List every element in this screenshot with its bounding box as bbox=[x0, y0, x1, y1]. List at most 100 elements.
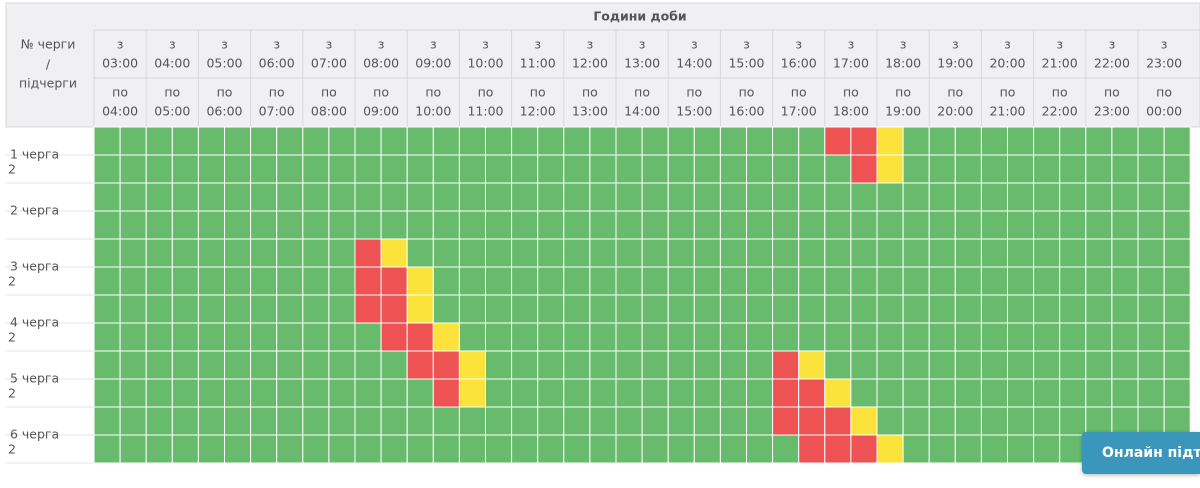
slot-cell bbox=[458, 294, 486, 324]
from-prefix: з bbox=[900, 37, 907, 52]
slot-cell bbox=[250, 294, 278, 324]
slot-cell bbox=[719, 182, 748, 212]
queue-label: 3 черга bbox=[10, 259, 59, 274]
slot-cell bbox=[954, 210, 982, 240]
from-time: 15:00 bbox=[728, 56, 764, 71]
from-time: 09:00 bbox=[415, 56, 451, 71]
slot-cell bbox=[667, 126, 695, 156]
slot-cell bbox=[1111, 238, 1139, 268]
to-time: 22:00 bbox=[1042, 104, 1078, 119]
slot-cell bbox=[1059, 322, 1087, 352]
slot-cell bbox=[432, 322, 460, 352]
slot-cell bbox=[1007, 266, 1035, 296]
slot-cell bbox=[328, 210, 356, 240]
slot-cell bbox=[197, 350, 225, 380]
slot-cell bbox=[980, 378, 1009, 408]
slot-cell bbox=[119, 434, 147, 464]
slot-cell bbox=[485, 322, 513, 352]
subqueue-label: 2 bbox=[8, 330, 16, 345]
slot-cell bbox=[563, 210, 591, 240]
slot-cell bbox=[667, 266, 695, 296]
slot-cell bbox=[954, 294, 982, 324]
from-prefix: з bbox=[587, 37, 594, 52]
slot-cell bbox=[850, 406, 878, 436]
slot-cell bbox=[250, 126, 278, 156]
slot-cell bbox=[824, 294, 852, 324]
slot-cell bbox=[902, 266, 930, 296]
from-time: 18:00 bbox=[885, 56, 921, 71]
slot-cell bbox=[145, 378, 173, 408]
slot-cell bbox=[954, 238, 982, 268]
slot-cell bbox=[980, 266, 1009, 296]
slot-cell bbox=[145, 154, 173, 184]
slot-cell bbox=[197, 210, 225, 240]
to-prefix: по bbox=[843, 85, 859, 100]
slot-cell bbox=[93, 350, 121, 380]
slot-cell bbox=[119, 210, 147, 240]
to-prefix: по bbox=[947, 85, 963, 100]
slot-cell bbox=[615, 378, 643, 408]
slot-cell bbox=[93, 266, 121, 296]
slot-cell bbox=[746, 294, 774, 324]
slot-cell bbox=[1007, 378, 1035, 408]
slot-cell bbox=[276, 126, 304, 156]
slot-cell bbox=[824, 266, 852, 296]
slot-cell bbox=[563, 378, 591, 408]
slot-cell bbox=[432, 182, 460, 212]
slot-cell bbox=[537, 238, 565, 268]
slot-cell bbox=[276, 350, 304, 380]
slot-cell bbox=[250, 322, 278, 352]
slot-cell bbox=[928, 434, 956, 464]
slot-cell bbox=[328, 126, 356, 156]
slot-cell bbox=[928, 126, 956, 156]
slot-cell bbox=[432, 210, 460, 240]
slot-cell bbox=[693, 350, 721, 380]
slot-cell bbox=[511, 238, 539, 268]
from-time: 05:00 bbox=[206, 56, 242, 71]
to-prefix: по bbox=[582, 85, 598, 100]
slot-cell bbox=[432, 126, 460, 156]
slot-cell bbox=[224, 294, 252, 324]
slot-cell bbox=[93, 406, 121, 436]
to-time: 10:00 bbox=[415, 104, 451, 119]
slot-cell bbox=[824, 126, 852, 156]
slot-cell bbox=[850, 266, 878, 296]
slot-cell bbox=[719, 378, 748, 408]
slot-cell bbox=[537, 266, 565, 296]
slot-cell bbox=[641, 322, 669, 352]
slot-cell bbox=[380, 406, 408, 436]
to-time: 09:00 bbox=[363, 104, 399, 119]
slot-cell bbox=[746, 210, 774, 240]
slot-cell bbox=[876, 182, 904, 212]
queue-label: 6 черга bbox=[10, 427, 59, 442]
online-support-button[interactable]: Онлайн підт bbox=[1082, 432, 1200, 474]
slot-cell bbox=[119, 238, 147, 268]
slot-cell bbox=[224, 322, 252, 352]
slot-cell bbox=[302, 434, 330, 464]
slot-cell bbox=[250, 154, 278, 184]
slot-cell bbox=[1033, 322, 1061, 352]
slot-cell bbox=[980, 182, 1009, 212]
from-prefix: з bbox=[117, 37, 124, 52]
slot-cell bbox=[615, 126, 643, 156]
slot-cell bbox=[615, 182, 643, 212]
slot-cell bbox=[563, 266, 591, 296]
slot-cell bbox=[641, 126, 669, 156]
slot-cell bbox=[876, 210, 904, 240]
to-time: 06:00 bbox=[206, 104, 242, 119]
slot-cell bbox=[485, 406, 513, 436]
to-prefix: по bbox=[373, 85, 389, 100]
slot-cell bbox=[954, 322, 982, 352]
from-time: 20:00 bbox=[989, 56, 1025, 71]
slot-cell bbox=[1111, 154, 1139, 184]
slot-cell bbox=[1085, 238, 1113, 268]
slot-cell bbox=[537, 322, 565, 352]
slot-cell bbox=[1033, 406, 1061, 436]
slot-cell bbox=[432, 266, 460, 296]
slot-cell bbox=[772, 434, 800, 464]
slot-cell bbox=[563, 126, 591, 156]
slot-cell bbox=[197, 238, 225, 268]
corner-label: підчерги bbox=[19, 76, 77, 91]
slot-cell bbox=[667, 154, 695, 184]
